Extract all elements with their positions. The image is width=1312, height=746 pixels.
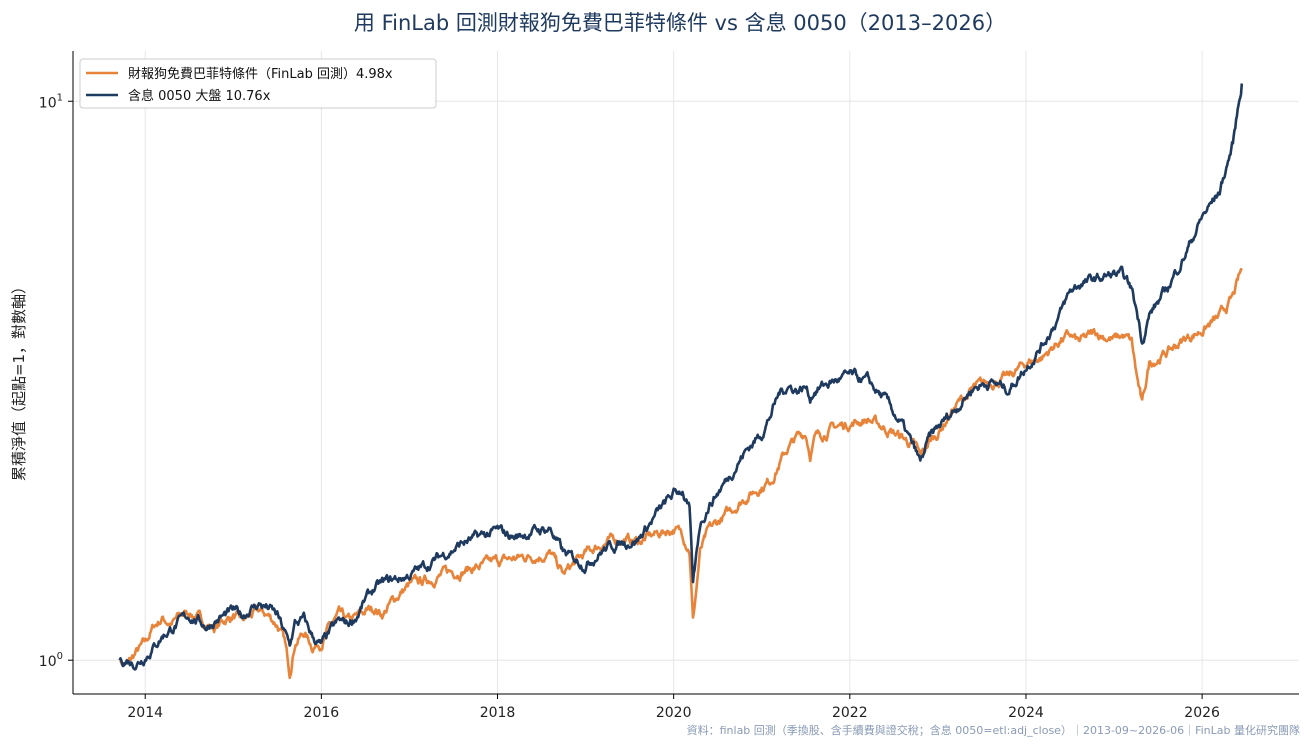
- footer-source-note: 資料：finlab 回測（季換股、含手續費與證交稅；含息 0050=etl:ad…: [687, 723, 1300, 737]
- x-tick-label: 2016: [304, 705, 340, 721]
- legend-entry-1: 含息 0050 大盤 10.76x: [128, 88, 271, 104]
- y-tick-exponent: 0: [57, 651, 63, 662]
- series-line-0: [119, 267, 1243, 680]
- y-axis-label: 累積淨值（起點=1，對數軸）: [10, 279, 28, 481]
- chart-title: 用 FinLab 回測財報狗免費巴菲特條件 vs 含息 0050（2013–20…: [354, 11, 1006, 35]
- legend-entry-0: 財報狗免費巴菲特條件（FinLab 回測）4.98x: [128, 67, 393, 82]
- legend: 財報狗免費巴菲特條件（FinLab 回測）4.98x 含息 0050 大盤 10.…: [79, 58, 437, 109]
- y-axis-ticks: 100 101: [39, 92, 73, 670]
- x-tick-label: 2018: [480, 705, 516, 721]
- y-tick-label: 100: [39, 651, 63, 670]
- series-layer: [118, 83, 1244, 680]
- series-line-1: [118, 83, 1244, 671]
- x-axis-ticks: 2014 2016 2018 2020 2022 2024 2026: [127, 694, 1220, 721]
- grid-lines: [73, 51, 1299, 694]
- y-tick-exponent: 1: [57, 92, 63, 103]
- x-tick-label: 2026: [1184, 705, 1220, 721]
- x-tick-label: 2022: [832, 705, 868, 721]
- legend-box: [79, 58, 437, 109]
- x-tick-label: 2024: [1008, 705, 1044, 721]
- axes: [72, 51, 1299, 695]
- y-tick-label: 101: [39, 92, 63, 111]
- x-tick-label: 2014: [127, 705, 163, 721]
- x-tick-label: 2020: [656, 705, 692, 721]
